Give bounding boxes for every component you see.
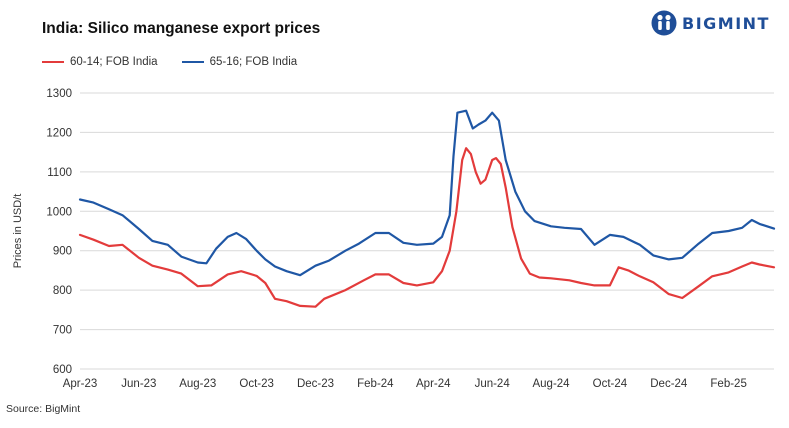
y-tick-label: 700 [53,325,72,337]
x-tick-label: Apr-23 [63,378,98,390]
legend-item-sima-65-16: 65-16; FOB India [181,56,298,68]
legend-swatch [42,61,64,63]
chart-legend: 60-14; FOB India 65-16; FOB India [42,56,321,68]
series-line-sima-60-14 [78,147,776,308]
y-tick-label: 600 [53,364,72,376]
x-tick-label: Feb-25 [710,378,746,390]
x-tick-label: Jun-23 [121,378,156,390]
legend-item-sima-60-14: 60-14; FOB India [42,56,158,68]
legend-swatch [181,61,204,63]
x-tick-label: Aug-24 [532,378,570,390]
y-tick-label: 1100 [47,167,72,179]
x-tick-label: Aug-23 [179,378,216,390]
series-line-sima-65-16 [78,109,776,277]
y-tick-label: 1200 [46,127,72,139]
legend-label: 60-14; FOB India [70,56,158,68]
y-tick-label: 800 [53,285,72,297]
bigmint-emblem-icon [651,10,677,36]
x-tick-label: Oct-23 [239,378,274,390]
legend-label: 65-16; FOB India [209,56,298,68]
x-tick-label: Dec-23 [297,378,334,390]
y-axis-label: Prices in USD/t [12,193,24,269]
logo-wordmark: BIGMINT [682,13,770,33]
source-note: Source: BigMint [6,403,81,415]
y-tick-label: 1300 [46,88,72,100]
x-tick-label: Dec-24 [650,378,688,390]
chart-title: India: Silico manganese export prices [42,20,321,37]
y-tick-label: 900 [53,246,72,258]
y-tick-label: 1000 [46,206,72,218]
x-tick-label: Oct-24 [593,378,628,390]
x-tick-label: Apr-24 [416,378,451,390]
x-tick-label: Jun-24 [475,378,511,390]
x-tick-label: Feb-24 [357,378,394,390]
bigmint-logo: BIGMINT [651,6,770,40]
